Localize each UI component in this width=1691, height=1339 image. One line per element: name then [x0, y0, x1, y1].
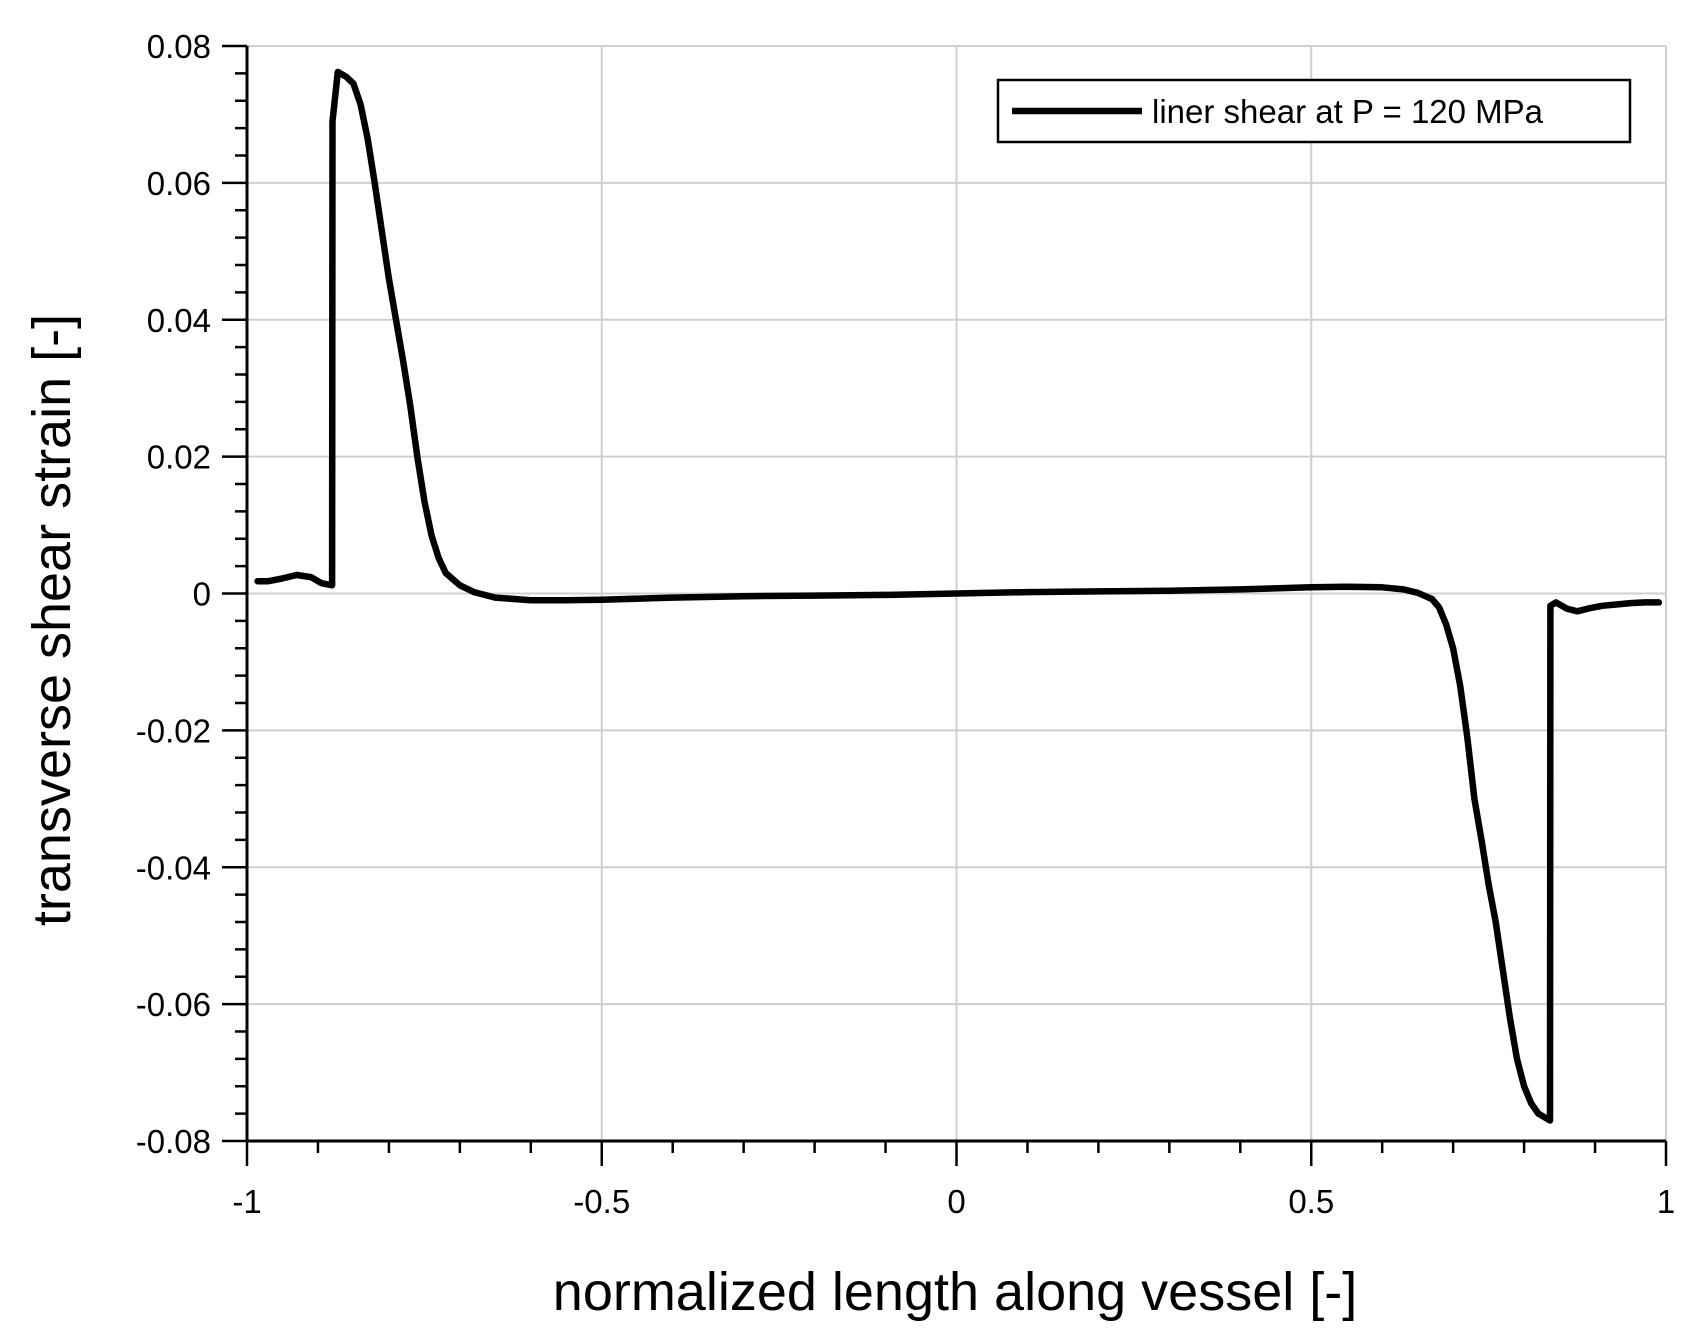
tick-labels: -1 -0.5 0 0.5 1 0.08 0.06 0.04 0.02 0 -0.02 -0.04 -0…: [136, 28, 1675, 1220]
x-tick-label: -1: [232, 1183, 261, 1220]
x-tick-label: 1: [1657, 1183, 1675, 1220]
legend: liner shear at P = 120 MPa: [996, 78, 1632, 144]
legend-label: liner shear at P = 120 MPa: [1152, 93, 1544, 130]
series-layer: [254, 68, 1663, 1124]
y-tick-label: 0.04: [147, 302, 211, 339]
y-tick-label: -0.02: [136, 712, 211, 749]
y-tick-label: -0.06: [136, 986, 211, 1023]
y-tick-label: 0.02: [147, 439, 211, 476]
y-axis-title: transverse shear strain [-]: [22, 314, 82, 926]
legend-box: [996, 78, 1632, 144]
y-tick-label: -0.08: [136, 1123, 211, 1160]
series-line: [254, 68, 1663, 1124]
y-tick-label: 0: [193, 576, 211, 613]
x-tick-label: -0.5: [573, 1183, 630, 1220]
x-tick-label: 0.5: [1288, 1183, 1334, 1220]
y-tick-label: -0.04: [136, 849, 211, 886]
x-axis-title: normalized length along vessel [-]: [553, 1262, 1357, 1322]
x-tick-label: 0: [947, 1183, 965, 1220]
axes: [222, 44, 1668, 1166]
y-tick-label: 0.06: [147, 165, 211, 202]
y-tick-label: 0.08: [147, 28, 211, 65]
